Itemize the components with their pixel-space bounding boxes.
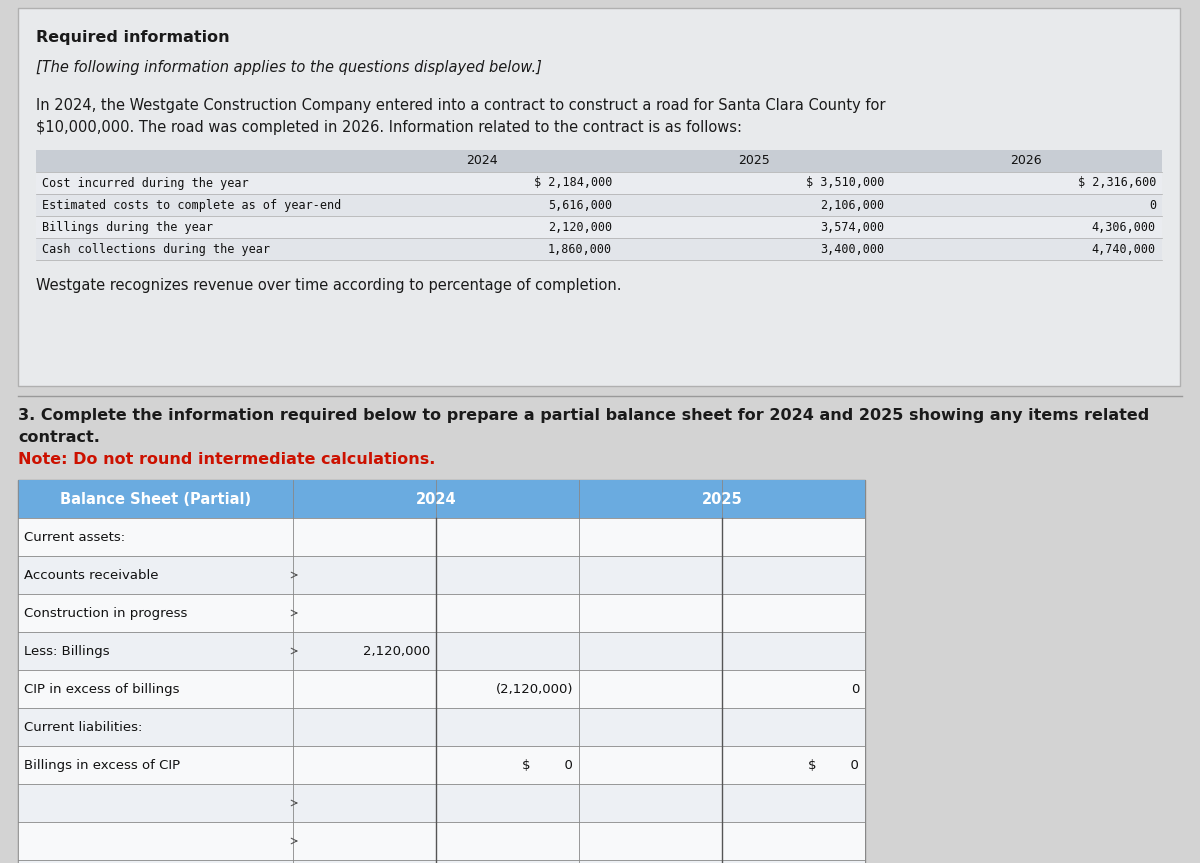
Bar	[18, 480, 865, 518]
Text: Required information: Required information	[36, 30, 229, 45]
Text: $ 3,510,000: $ 3,510,000	[805, 177, 884, 190]
Text: Cash collections during the year: Cash collections during the year	[42, 243, 270, 255]
Text: 3,400,000: 3,400,000	[820, 243, 884, 255]
Text: Current liabilities:: Current liabilities:	[24, 721, 143, 734]
Bar	[18, 784, 865, 822]
Bar	[36, 216, 1162, 238]
Text: 4,740,000: 4,740,000	[1092, 243, 1156, 255]
Text: Note: Do not round intermediate calculations.: Note: Do not round intermediate calculat…	[18, 452, 436, 467]
Bar	[18, 746, 865, 784]
Bar	[18, 822, 865, 860]
Text: 2,120,000: 2,120,000	[362, 645, 430, 658]
Text: Estimated costs to complete as of year-end: Estimated costs to complete as of year-e…	[42, 198, 341, 211]
Text: $10,000,000. The road was completed in 2026. Information related to the contract: $10,000,000. The road was completed in 2…	[36, 120, 742, 135]
Text: $ 2,316,600: $ 2,316,600	[1078, 177, 1156, 190]
Text: 2,120,000: 2,120,000	[548, 221, 612, 234]
Text: 0: 0	[851, 683, 859, 696]
Text: 1,860,000: 1,860,000	[548, 243, 612, 255]
Text: CIP in excess of billings: CIP in excess of billings	[24, 683, 180, 696]
Text: Billings in excess of CIP: Billings in excess of CIP	[24, 759, 180, 772]
Text: 2024: 2024	[466, 154, 498, 167]
Text: 5,616,000: 5,616,000	[548, 198, 612, 211]
Text: 2024: 2024	[415, 492, 456, 507]
Text: Accounts receivable: Accounts receivable	[24, 569, 158, 582]
Bar	[18, 518, 865, 556]
Text: [The following information applies to the questions displayed below.]: [The following information applies to th…	[36, 60, 542, 75]
Text: 2025: 2025	[738, 154, 770, 167]
Bar	[18, 594, 865, 632]
Text: Westgate recognizes revenue over time according to percentage of completion.: Westgate recognizes revenue over time ac…	[36, 278, 622, 293]
Bar	[36, 194, 1162, 216]
Bar	[18, 480, 865, 863]
Text: Less: Billings: Less: Billings	[24, 645, 109, 658]
Bar	[18, 860, 865, 863]
Bar	[18, 8, 1180, 386]
Text: $ 2,184,000: $ 2,184,000	[534, 177, 612, 190]
Text: (2,120,000): (2,120,000)	[496, 683, 574, 696]
Bar	[18, 632, 865, 670]
Text: 4,306,000: 4,306,000	[1092, 221, 1156, 234]
Bar	[18, 670, 865, 708]
Text: 2025: 2025	[702, 492, 743, 507]
Text: contract.: contract.	[18, 430, 100, 445]
Text: Construction in progress: Construction in progress	[24, 607, 187, 620]
Text: Balance Sheet (Partial): Balance Sheet (Partial)	[60, 492, 251, 507]
Text: 3. Complete the information required below to prepare a partial balance sheet fo: 3. Complete the information required bel…	[18, 408, 1150, 423]
Text: 3,574,000: 3,574,000	[820, 221, 884, 234]
Bar	[18, 556, 865, 594]
Text: Current assets:: Current assets:	[24, 531, 125, 544]
Bar	[36, 150, 1162, 172]
Bar	[18, 708, 865, 746]
Text: Cost incurred during the year: Cost incurred during the year	[42, 177, 248, 190]
Text: 2,106,000: 2,106,000	[820, 198, 884, 211]
Text: $        0: $ 0	[808, 759, 859, 772]
Text: In 2024, the Westgate Construction Company entered into a contract to construct : In 2024, the Westgate Construction Compa…	[36, 98, 886, 113]
Text: $        0: $ 0	[522, 759, 574, 772]
Text: 0: 0	[1148, 198, 1156, 211]
Bar	[36, 238, 1162, 260]
Text: Billings during the year: Billings during the year	[42, 221, 214, 234]
Bar	[36, 172, 1162, 194]
Text: 2026: 2026	[1010, 154, 1042, 167]
